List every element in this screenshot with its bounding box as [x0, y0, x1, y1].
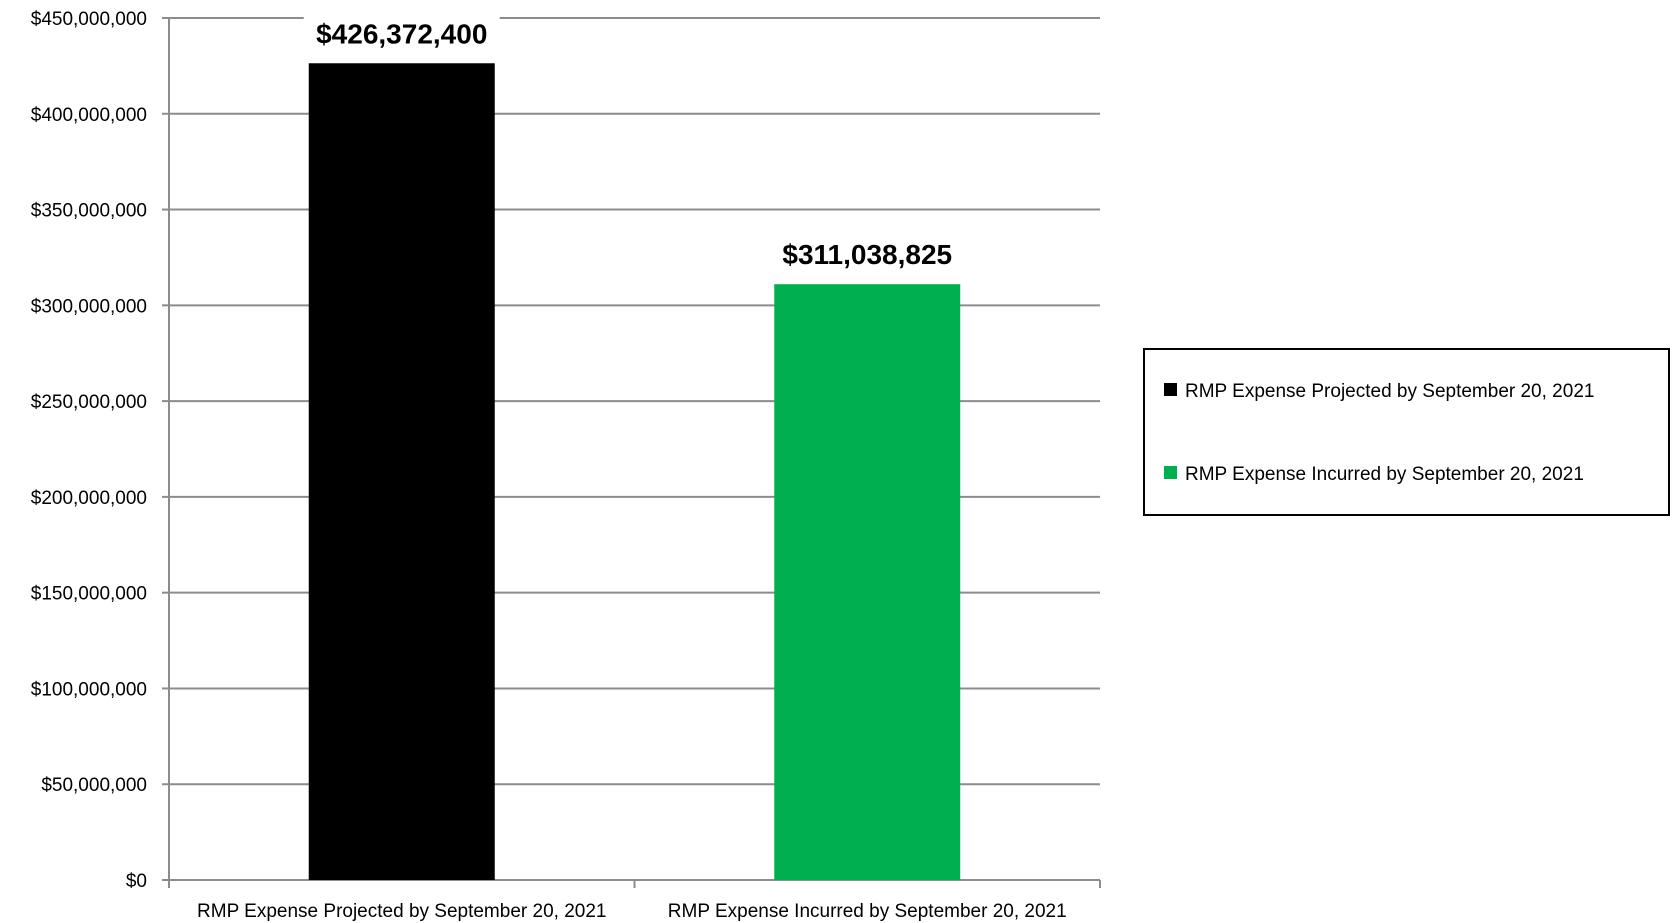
legend-box [1143, 348, 1670, 516]
bar [774, 284, 961, 880]
x-category-label: RMP Expense Incurred by September 20, 20… [668, 901, 1067, 922]
y-tick-label: $350,000,000 [31, 201, 147, 222]
data-label-background [769, 234, 966, 275]
gridlines [169, 17, 1100, 786]
axes: $0 $50,000,000 $100,000,000 $150,000,000 $20… [31, 9, 1101, 922]
legend-swatch [1164, 466, 1177, 479]
bars [308, 63, 961, 880]
legend: RMP Expense Projected by September 20, 2… [1143, 348, 1670, 516]
data-label: $311,038,825 [782, 239, 952, 270]
y-tick-label: $450,000,000 [31, 9, 147, 30]
y-tick-label: $300,000,000 [31, 296, 147, 317]
data-label: $426,372,400 [316, 18, 487, 49]
legend-swatch [1164, 383, 1177, 396]
data-label-background [303, 13, 500, 54]
y-tick-label: $400,000,000 [31, 105, 147, 126]
legend-label: RMP Expense Projected by September 20, 2… [1185, 381, 1594, 402]
legend-label: RMP Expense Incurred by September 20, 20… [1185, 464, 1584, 485]
y-tick-label: $250,000,000 [31, 392, 147, 413]
y-tick-label: $150,000,000 [31, 584, 147, 605]
bar [308, 63, 495, 880]
y-tick-label: $0 [126, 871, 147, 892]
x-category-label: RMP Expense Projected by September 20, 2… [197, 901, 606, 922]
y-tick-label: $100,000,000 [31, 679, 147, 700]
data-labels: $426,372,400 $311,038,825 [303, 13, 966, 275]
y-tick-label: $50,000,000 [41, 775, 147, 796]
y-tick-label: $200,000,000 [31, 488, 147, 509]
